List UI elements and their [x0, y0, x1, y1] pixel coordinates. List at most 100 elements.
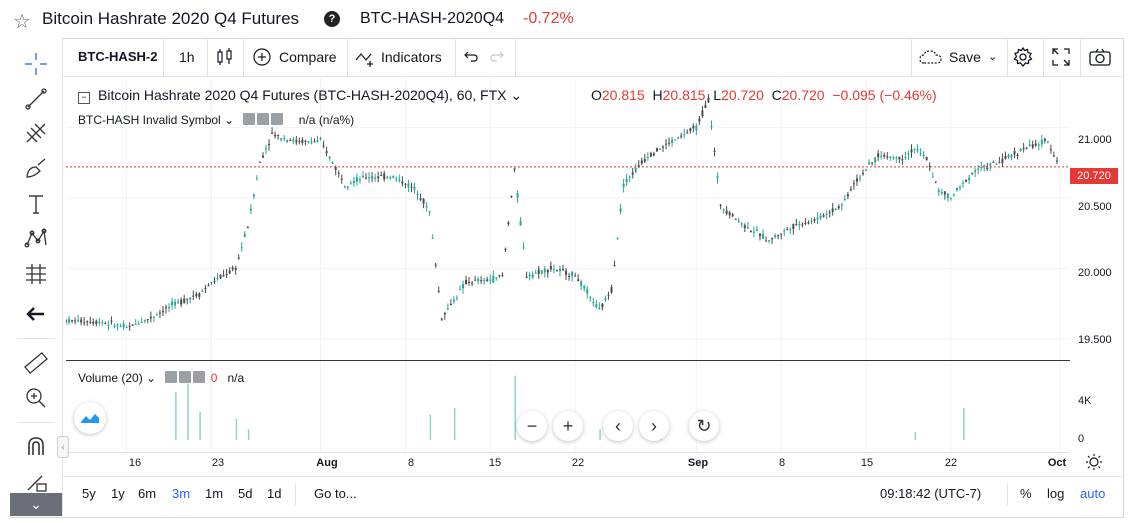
undo-icon[interactable] [462, 49, 478, 65]
candle-body [83, 322, 86, 324]
chevron-down-icon[interactable]: ⌄ [506, 87, 523, 103]
close-icon[interactable] [193, 371, 206, 384]
collapse-legend-icon[interactable]: − [78, 92, 90, 104]
star-icon[interactable]: ☆ [13, 11, 31, 33]
volume-name[interactable]: Volume (20) [78, 371, 143, 385]
candle-body [828, 212, 831, 214]
text-tool-icon[interactable] [22, 190, 50, 218]
candle-body [80, 319, 83, 323]
fib-retracement-icon[interactable] [22, 120, 50, 148]
candles-icon[interactable] [215, 47, 235, 67]
range-button[interactable]: 6m [138, 486, 157, 501]
forecast-icon[interactable] [22, 260, 50, 288]
fullscreen-icon[interactable] [1052, 48, 1070, 66]
price-axis[interactable]: 21.000 20.500 20.000 19.500 4K 0 [1070, 78, 1122, 452]
scroll-right-button[interactable]: › [639, 411, 669, 441]
close-icon[interactable] [271, 113, 284, 126]
candle-body [565, 270, 568, 275]
scroll-left-button[interactable]: ‹ [603, 411, 633, 441]
candle-body [137, 323, 140, 325]
range-button[interactable]: 5d [238, 486, 253, 501]
symbol-search-field[interactable]: BTC-HASH-2 [78, 49, 158, 64]
candle-body [934, 181, 937, 183]
candle-body [404, 183, 407, 185]
candle-body [222, 275, 225, 277]
gear-icon[interactable] [1013, 47, 1033, 67]
candle-body [749, 231, 752, 233]
lock-pencil-icon[interactable] [22, 468, 50, 496]
candle-body [943, 191, 946, 195]
log-toggle[interactable]: log [1047, 486, 1065, 501]
help-icon[interactable]: ? [324, 11, 340, 27]
indicators-button[interactable]: Indicators [381, 49, 442, 65]
candle-body [937, 189, 940, 192]
range-button-active[interactable]: 3m [172, 486, 191, 501]
time-tick: Sep [687, 457, 709, 469]
volume-controls[interactable] [165, 371, 207, 386]
series-name[interactable]: Bitcoin Hashrate 2020 Q4 Futures (BTC-HA… [98, 87, 507, 103]
range-button[interactable]: 1m [205, 486, 224, 501]
add-circle-icon[interactable] [253, 48, 271, 66]
candle-body [495, 277, 498, 279]
chevron-down-icon[interactable]: ⌄ [142, 371, 157, 385]
candle-body [1052, 155, 1055, 157]
zoom-in-icon[interactable] [22, 384, 50, 412]
candle-body [307, 141, 310, 143]
candle-body [707, 97, 710, 103]
price-change: -0.72% [523, 10, 574, 27]
volume-bar [187, 383, 189, 440]
candle-body [174, 301, 177, 306]
magnet-icon[interactable] [22, 433, 50, 461]
ruler-icon[interactable] [22, 349, 50, 377]
open-label: O [591, 87, 602, 103]
candle-body [131, 324, 134, 326]
redo-icon[interactable] [490, 49, 506, 65]
candle-body [625, 178, 628, 183]
pattern-icon[interactable] [22, 225, 50, 253]
clock[interactable]: 09:18:42 (UTC-7) [880, 486, 982, 501]
cloud-icon[interactable] [919, 49, 945, 65]
price-chart[interactable] [66, 78, 1070, 452]
candle-body [1046, 141, 1049, 143]
candle-body [731, 214, 734, 217]
save-button[interactable]: Save [949, 49, 981, 65]
chevron-down-icon[interactable]: ⌄ [988, 51, 998, 63]
reset-chart-button[interactable]: ↻ [689, 411, 719, 441]
settings-sun-icon[interactable] [1085, 453, 1103, 471]
eye-icon[interactable] [243, 113, 256, 126]
chevron-down-icon[interactable]: ⌄ [220, 113, 235, 127]
percent-toggle[interactable]: % [1020, 486, 1032, 501]
eye-icon[interactable] [165, 371, 178, 384]
candle-body [962, 182, 965, 184]
compare-series-name[interactable]: BTC-HASH Invalid Symbol [78, 113, 221, 127]
pane-separator[interactable] [66, 360, 1070, 361]
candle-body [1034, 143, 1037, 146]
settings-icon[interactable] [257, 113, 270, 126]
brush-icon[interactable] [22, 155, 50, 183]
chevron-down-icon[interactable]: ⌄ [10, 493, 62, 516]
compare-button[interactable]: Compare [279, 49, 337, 65]
series-controls[interactable] [243, 113, 285, 128]
tradingview-logo[interactable] [74, 402, 106, 434]
candle-body [907, 153, 910, 155]
camera-icon[interactable] [1089, 48, 1111, 66]
zoom-out-button[interactable]: − [517, 411, 547, 441]
candle-body [237, 257, 240, 259]
range-button[interactable]: 1y [111, 486, 125, 501]
back-arrow-icon[interactable] [22, 300, 50, 328]
zoom-in-button[interactable]: + [553, 411, 583, 441]
time-axis[interactable]: 16 23 Aug 8 15 22 Sep 8 15 22 Oct [66, 452, 1070, 475]
goto-button[interactable]: Go to... [314, 486, 357, 501]
interval-button[interactable]: 1h [179, 49, 195, 65]
candle-body [577, 279, 580, 282]
indicators-icon[interactable] [355, 48, 377, 68]
candle-body [631, 172, 634, 175]
range-button[interactable]: 5y [82, 486, 96, 501]
crosshair-icon[interactable] [22, 50, 50, 78]
trend-line-icon[interactable] [22, 85, 50, 113]
candle-body [783, 230, 786, 232]
settings-icon[interactable] [179, 371, 192, 384]
auto-toggle[interactable]: auto [1080, 486, 1106, 501]
range-button[interactable]: 1d [267, 486, 282, 501]
candle-body [331, 162, 334, 164]
